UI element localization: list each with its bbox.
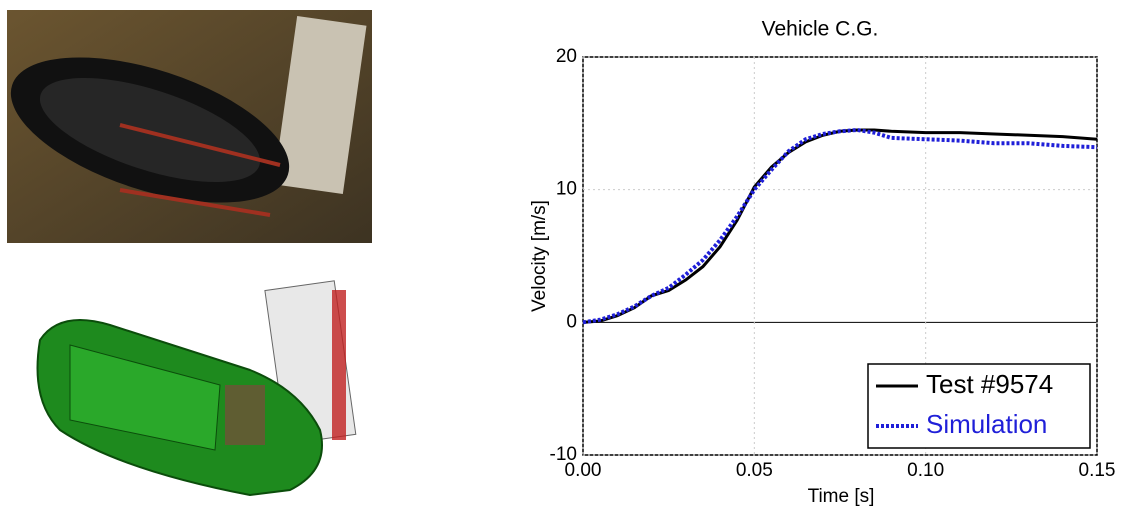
legend-label: Simulation (926, 409, 1047, 439)
x-tick-label: 0.00 (565, 460, 602, 481)
x-tick-label: 0.05 (736, 460, 773, 481)
simulation-render (38, 281, 356, 495)
y-tick-label: 20 (556, 46, 577, 67)
crash-photo (0, 10, 372, 243)
x-tick-label: 0.10 (907, 460, 944, 481)
page: {"chart_data": {"type": "line", "title":… (0, 0, 1125, 513)
y-tick-label: 10 (556, 179, 577, 200)
chart-title: Vehicle C.G. (762, 18, 879, 41)
y-tick-label: 0 (566, 311, 577, 332)
legend-label: Test #9574 (926, 369, 1053, 399)
x-axis-label: Time [s] (808, 486, 875, 507)
figure: Vehicle C.G. Time [s] Velocity [m/s] -10… (0, 0, 1125, 513)
x-tick-label: 0.15 (1079, 460, 1116, 481)
series-line (583, 130, 1097, 322)
y-axis-label: Velocity [m/s] (529, 200, 550, 312)
